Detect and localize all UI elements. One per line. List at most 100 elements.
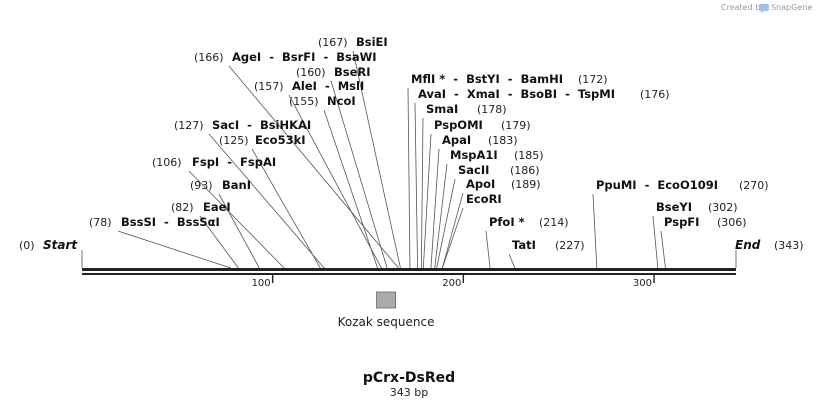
enzyme-name: BsiEI [356, 35, 388, 49]
enzyme-name: EaeI [203, 200, 231, 214]
plasmid-length: 343 bp [390, 386, 428, 399]
enzyme-name: FspAI [240, 155, 276, 169]
name-separator: - [315, 50, 336, 64]
enzyme-name: ApaI [442, 133, 471, 147]
site-label-smai[interactable]: SmaI [426, 102, 458, 116]
site-leader [508, 253, 516, 269]
site-label-bseyi[interactable]: BseYI [656, 200, 692, 214]
site-leader [352, 50, 401, 269]
enzyme-name: BstYI [466, 72, 500, 86]
site-leader [251, 148, 321, 269]
name-separator: - [500, 72, 521, 86]
enzyme-name: BanI [222, 178, 251, 192]
site-label-ppumi[interactable]: PpuMI - EcoO109I [596, 178, 718, 192]
site-label-agei[interactable]: AgeI - BsrFI - BsaWI [232, 50, 377, 64]
site-leader [441, 192, 464, 269]
site-label-start[interactable]: Start [43, 238, 78, 252]
name-separator: - [239, 118, 260, 132]
site-label-bsiei[interactable]: BsiEI [356, 35, 388, 49]
site-label-fspi[interactable]: FspI - FspAI [192, 155, 276, 169]
site-position-label: (183) [488, 134, 518, 147]
enzyme-name: MflI * [411, 72, 445, 86]
dna-backbone [82, 268, 736, 275]
site-position-label: (106) [152, 156, 182, 169]
site-label-avai[interactable]: AvaI - XmaI - BsoBI - TspMI [418, 87, 615, 101]
enzyme-name: Eco53kI [255, 133, 306, 147]
site-label-ncoi[interactable]: NcoI [327, 94, 356, 108]
site-label-tati[interactable]: TatI [512, 238, 536, 252]
site-label-saci[interactable]: SacI - BsiHKAI [212, 118, 311, 132]
site-position-label: (155) [289, 95, 319, 108]
site-label-apoi[interactable]: ApoI [466, 177, 495, 191]
site-position-label: (186) [510, 164, 540, 177]
site-label-ecori[interactable]: EcoRI [466, 192, 502, 206]
site-leader [485, 230, 491, 269]
site-position-label: (0) [19, 239, 35, 252]
enzyme-name: AgeI [232, 50, 261, 64]
enzyme-name: BamHI [521, 72, 563, 86]
site-label-mspa1i[interactable]: MspA1I [450, 148, 498, 162]
name-separator: - [637, 178, 658, 192]
site-leader [228, 65, 399, 269]
name-separator: - [446, 87, 467, 101]
enzyme-name: BsrFI [282, 50, 315, 64]
site-leader [441, 207, 464, 269]
enzyme-name: PspOMI [434, 118, 483, 132]
feature-box-kozak-sequence[interactable] [376, 291, 397, 309]
site-label-pfoi[interactable]: PfoI * [489, 215, 525, 229]
axis-tick-label: 200 [442, 278, 461, 289]
name-separator: - [156, 215, 177, 229]
axis-tick-label: 100 [252, 278, 271, 289]
site-position-label: (127) [174, 119, 204, 132]
site-leader [660, 230, 666, 269]
site-label-pspfi[interactable]: PspFI [664, 215, 699, 229]
site-position-label: (214) [539, 216, 569, 229]
site-label-eaei[interactable]: EaeI [203, 200, 231, 214]
site-position-label: (167) [318, 36, 348, 49]
site-leader [652, 215, 659, 269]
site-position-label: (82) [171, 201, 194, 214]
site-label-eco53ki[interactable]: Eco53kI [255, 133, 306, 147]
features: Kozak sequence [338, 291, 435, 329]
backbone-top-strand [82, 268, 736, 271]
enzyme-name: SacII [458, 163, 489, 177]
enzyme-name: BseRI [334, 65, 371, 79]
site-position-label: (185) [514, 149, 544, 162]
credit-text: Created by [721, 3, 765, 12]
axis-tick-label: 300 [633, 278, 652, 289]
enzyme-name: AvaI [418, 87, 446, 101]
site-position-label: (179) [501, 119, 531, 132]
site-leader [323, 109, 378, 269]
site-position-label: (306) [717, 216, 747, 229]
site-leader [430, 148, 440, 269]
site-position-label: (270) [739, 179, 769, 192]
site-label-apai[interactable]: ApaI [442, 133, 471, 147]
site-leader [420, 117, 424, 269]
enzyme-name: AleI [292, 79, 317, 93]
site-label-end[interactable]: End [735, 238, 761, 252]
enzyme-name: EcoO109I [657, 178, 718, 192]
site-leader [117, 230, 231, 269]
site-label-alei[interactable]: AleI - MslI [292, 79, 364, 93]
site-label-sacii[interactable]: SacII [458, 163, 489, 177]
enzyme-name: BsiHKAI [260, 118, 311, 132]
enzyme-name: FspI [192, 155, 219, 169]
site-label-pspomi[interactable]: PspOMI [434, 118, 483, 132]
site-label-bani[interactable]: BanI [222, 178, 251, 192]
site-leader [199, 215, 239, 269]
site-leader [188, 170, 285, 269]
enzyme-name: BseYI [656, 200, 692, 214]
site-position-label: (157) [254, 80, 284, 93]
snapgene-credit[interactable]: Created by SnapGene [721, 3, 812, 13]
site-leader [288, 94, 382, 269]
name-separator: - [219, 155, 240, 169]
site-position-label: (172) [578, 73, 608, 86]
site-label-bsssi[interactable]: BssSI - BssSαI [121, 215, 220, 229]
site-leader [208, 133, 325, 269]
site-label-mfli[interactable]: MflI * - BstYI - BamHI [411, 72, 563, 86]
site-leader [218, 193, 260, 269]
enzyme-name: PpuMI [596, 178, 637, 192]
enzyme-name: BssSαI [177, 215, 220, 229]
site-label-bseri[interactable]: BseRI [334, 65, 371, 79]
